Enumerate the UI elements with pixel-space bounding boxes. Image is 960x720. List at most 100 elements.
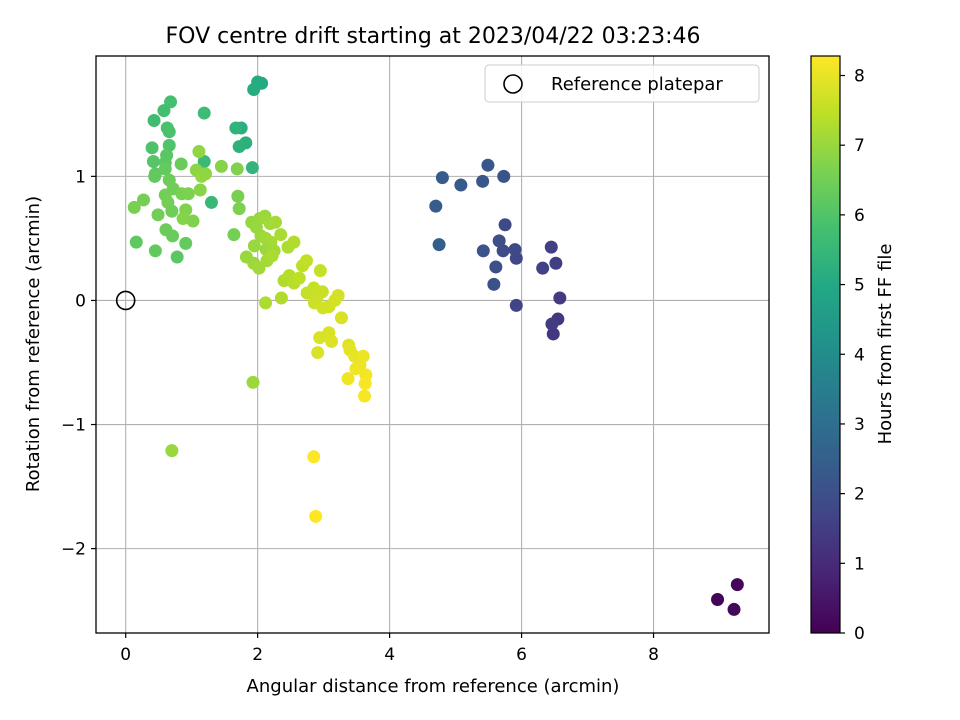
scatter-point [268,215,282,229]
scatter-point [227,228,241,242]
scatter-point [259,296,273,310]
scatter-point [325,334,339,348]
x-axis-ticks: 0 2 4 6 8 [120,633,659,665]
scatter-point [193,183,207,197]
y-tick-label: −2 [61,540,86,560]
scatter-point [204,195,218,209]
scatter-point [315,285,329,299]
scatter-point [287,235,301,249]
scatter-point [313,331,327,345]
scatter-point [307,450,321,464]
scatter-point [334,311,348,325]
scatter-point [145,141,159,155]
scatter-point [311,346,325,360]
scatter-point [232,140,246,154]
scatter-point [331,288,345,302]
scatter-point [230,162,244,176]
scatter-point [432,238,446,252]
scatter-point [299,254,313,268]
scatter-point [553,291,567,305]
scatter-point [536,261,550,275]
scatter-point [454,178,468,192]
colorbar-label: Hours from first FF file [875,244,896,445]
scatter-point [274,228,288,242]
scatter-point [545,317,559,331]
legend: Reference platepar [484,64,760,103]
scatter-point [544,240,558,254]
scatter-point [497,169,511,183]
scatter-point [435,171,449,185]
y-tick-label: 1 [75,167,86,187]
x-tick-label: 4 [384,645,395,665]
scatter-point [199,167,213,181]
y-tick-label: 0 [75,291,86,311]
colorbar: 0 1 2 3 4 5 6 7 8 Hours from first FF file [810,55,896,644]
colorbar-tick-label: 1 [854,554,865,574]
x-gridlines [125,56,655,633]
colorbar-tick-label: 8 [854,67,865,87]
scatter-point [489,260,503,274]
scatter-point [129,235,143,249]
colorbar-gradient [810,55,841,634]
scatter-point [727,602,741,616]
scatter-point [309,509,323,523]
scatter-point [192,145,206,159]
reference-platepar-marker [115,290,136,311]
scatter-point [487,277,501,291]
scatter-point [164,95,178,109]
colorbar-tick-label: 3 [854,415,865,435]
scatter-point [508,243,522,257]
y-axis-label: Rotation from reference (arcmin) [23,196,44,492]
x-axis-label: Angular distance from reference (arcmin) [247,676,620,697]
scatter-point [292,271,306,285]
scatter-point [711,592,725,606]
legend-marker [503,74,523,94]
colorbar-tick-label: 2 [854,485,865,505]
scatter-point [313,264,327,278]
scatter-point [730,578,744,592]
scatter-point [231,189,245,203]
colorbar-tick-label: 4 [854,345,865,365]
scatter-point [229,121,243,135]
scatter-point [165,444,179,458]
y-axis-ticks: −2 −1 0 1 [61,167,96,560]
scatter-point [232,202,246,216]
scatter-point [179,236,193,250]
colorbar-tick-label: 5 [854,276,865,296]
scatter-point [146,154,160,168]
scatter-point [498,218,512,232]
scatter-point [147,114,161,128]
scatter-point [546,327,560,341]
x-tick-label: 2 [252,645,263,665]
scatter-point [429,199,443,213]
scatter-point [181,187,195,201]
plot-frame [95,55,770,634]
colorbar-tick-label: 7 [854,136,865,156]
scatter-point [245,161,259,175]
x-tick-label: 0 [120,645,131,665]
scatter-point [476,174,490,188]
scatter-point [148,244,162,258]
scatter-point [247,239,261,253]
y-gridlines [96,175,769,550]
chart-title: FOV centre drift starting at 2023/04/22 … [166,24,701,49]
scatter-point [158,162,172,176]
scatter-point [162,138,176,152]
scatter-point [127,200,141,214]
scatter-point [170,250,184,264]
scatter-point [274,291,288,305]
scatter-point [247,83,261,97]
scatter-point [148,169,162,183]
scatter-point [151,208,165,222]
scatter-point [186,214,200,228]
legend-label: Reference platepar [551,74,723,95]
scatter-point [214,159,228,173]
colorbar-tick-label: 0 [854,624,865,644]
scatter-point [496,244,510,258]
scatter-point [246,375,260,389]
x-tick-label: 6 [516,645,527,665]
scatter-point [176,212,190,226]
scatter-point [509,298,523,312]
scatter-point [476,244,490,258]
colorbar-ticks: 0 1 2 3 4 5 6 7 8 [840,67,865,644]
